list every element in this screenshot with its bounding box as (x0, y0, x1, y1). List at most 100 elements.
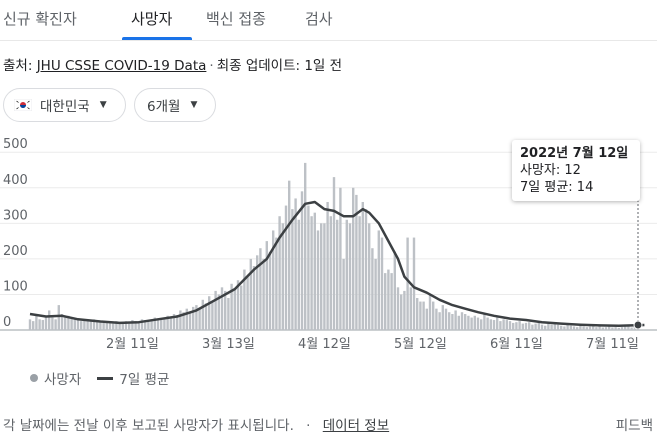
bar (604, 327, 608, 330)
bar (38, 319, 41, 330)
bar (387, 269, 390, 330)
bar (384, 273, 387, 330)
bar (32, 321, 35, 330)
bar (585, 327, 588, 330)
tab-deaths[interactable]: 사망자 (131, 10, 173, 28)
tooltip-average: 7일 평균: 14 (520, 180, 594, 195)
bar (128, 322, 131, 330)
source-prefix: 출처: (3, 58, 33, 74)
bar (54, 319, 57, 330)
bar (281, 223, 284, 330)
bar (201, 299, 204, 330)
tab-bar: 신규 확진자 사망자 백신 접종 검사 (0, 0, 657, 41)
y-tick-label: 200 (3, 244, 28, 259)
bar (518, 321, 521, 330)
bar (608, 326, 611, 330)
bar (380, 237, 384, 330)
bar (131, 320, 134, 330)
last-updated: 최종 업데이트: 1일 전 (216, 58, 343, 74)
bar (304, 162, 307, 330)
bar (617, 327, 620, 330)
feedback-link[interactable]: 피드백 (615, 418, 653, 434)
bar (102, 322, 105, 330)
bar (457, 315, 460, 330)
bar (150, 319, 153, 330)
bar (284, 205, 288, 330)
bar (230, 283, 233, 330)
bar (182, 312, 185, 330)
chevron-down-icon: ▼ (99, 100, 107, 110)
bar (409, 287, 412, 330)
period-dropdown[interactable]: 6개월 ▼ (134, 88, 216, 122)
bar (179, 310, 182, 330)
y-tick-label: 500 (3, 137, 28, 152)
legend-bar-marker (30, 374, 38, 382)
bar (624, 326, 627, 330)
legend-deaths: 사망자 (44, 372, 82, 388)
bar (492, 320, 496, 330)
chart-legend: 사망자 7일 평균 (30, 368, 169, 388)
hover-point (633, 320, 643, 330)
bar (528, 322, 531, 330)
bar (272, 230, 275, 330)
bar (448, 312, 451, 330)
bar (60, 314, 64, 330)
bar (467, 315, 470, 330)
bar (192, 306, 195, 330)
bar (323, 223, 326, 330)
bar (406, 237, 409, 330)
bar (598, 326, 601, 330)
x-tick-label: 2월 11일 (106, 337, 159, 352)
x-axis-labels: 2월 11일 3월 13일 4월 12일 5월 12일 6월 11일 7월 11일 (106, 337, 639, 352)
data-info-link[interactable]: 데이터 정보 (322, 418, 390, 434)
bar (313, 212, 316, 330)
bar (198, 308, 201, 330)
country-dropdown[interactable]: 대한민국 ▼ (3, 88, 126, 122)
bar (208, 296, 211, 330)
bar (336, 219, 339, 330)
bar (588, 326, 592, 330)
bar (124, 321, 128, 330)
bar (422, 301, 425, 330)
bar (176, 315, 179, 330)
bar (496, 317, 499, 330)
bar (137, 322, 140, 330)
bar (400, 294, 403, 330)
bar (579, 325, 582, 330)
tab-vaccinations[interactable]: 백신 접종 (206, 10, 266, 28)
bar (614, 327, 617, 330)
bar (249, 258, 252, 330)
bar (268, 251, 272, 330)
bar (57, 305, 60, 330)
bar (489, 319, 492, 330)
bar (115, 321, 118, 330)
bar (627, 325, 630, 330)
source-link[interactable]: JHU CSSE COVID-19 Data (36, 58, 207, 74)
bar (633, 326, 636, 330)
bar (329, 216, 332, 330)
bar (537, 322, 540, 330)
tab-new-cases[interactable]: 신규 확진자 (3, 10, 77, 28)
bar (73, 319, 76, 330)
bar (278, 216, 281, 330)
bar (256, 255, 259, 330)
bar (307, 205, 310, 330)
bar (560, 325, 563, 330)
bar (540, 324, 544, 330)
bar (195, 305, 198, 330)
bar (220, 287, 224, 330)
bar (153, 317, 156, 330)
bar (576, 327, 579, 330)
bar (611, 327, 614, 330)
tab-tests[interactable]: 검사 (305, 10, 333, 28)
bar (483, 314, 486, 330)
bar (563, 326, 566, 330)
x-tick-label: 5월 12일 (394, 337, 447, 352)
bar (172, 314, 176, 330)
bar (297, 219, 300, 330)
x-tick-label: 7월 11일 (586, 337, 639, 352)
bar (505, 320, 508, 330)
bar (486, 317, 489, 330)
bar (140, 319, 144, 330)
period-label: 6개월 (147, 99, 181, 115)
